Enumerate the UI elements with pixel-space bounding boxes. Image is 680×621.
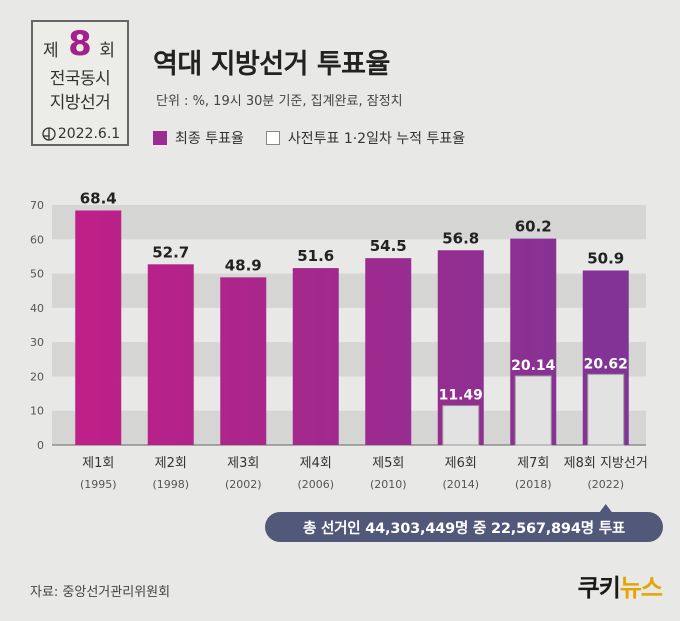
x-category-year: (2018) (515, 478, 552, 491)
logo-top-row: 제 8 회 (33, 24, 127, 64)
logo-suffix: 회 (99, 41, 115, 61)
x-category-year: (1995) (80, 478, 117, 491)
value-label-final: 50.9 (587, 249, 624, 267)
x-category-label: 제1회 (82, 456, 114, 471)
logo-prefix: 제 (43, 41, 59, 61)
bar-early-turnout (514, 375, 552, 446)
value-label-early: 20.62 (584, 356, 628, 372)
value-label-final: 56.8 (442, 229, 479, 247)
grid-band (52, 410, 646, 445)
x-category-label: 제2회 (155, 456, 187, 471)
value-label-final: 68.4 (80, 189, 117, 207)
total-voters-note: 총 선거인 44,303,449명 중 22,567,894명 투표 (265, 512, 663, 542)
grid-band (52, 342, 646, 377)
brand-part-1: 쿠키 (577, 574, 621, 602)
value-label-final: 60.2 (515, 218, 552, 236)
x-category-year: (2002) (225, 478, 262, 491)
y-tick-label: 60 (30, 233, 44, 246)
y-tick-label: 50 (30, 268, 44, 281)
value-label-final: 52.7 (152, 243, 189, 261)
legend-label-early: 사전투표 1·2일차 누적 투표율 (287, 131, 466, 147)
x-category-label: 제6회 (445, 456, 477, 471)
ballot-icon (42, 127, 56, 141)
bar-early-turnout (442, 405, 480, 446)
value-label-final: 48.9 (225, 256, 262, 274)
legend-swatch-final (153, 131, 167, 145)
brand-logo: 쿠키뉴스 (577, 568, 663, 603)
y-tick-label: 0 (37, 439, 44, 452)
x-category-year: (1998) (152, 478, 189, 491)
grid-band (52, 205, 646, 240)
x-category-label: 제8회 지방선거 (564, 456, 648, 471)
brand-part-2: 뉴스 (619, 574, 663, 602)
chart-title: 역대 지방선거 투표율 (153, 49, 390, 80)
value-label-early: 20.14 (511, 358, 556, 374)
x-category-year: (2006) (297, 478, 334, 491)
legend-swatch-early (265, 131, 280, 145)
value-label-final: 54.5 (370, 237, 407, 255)
bar-final-turnout (220, 277, 267, 445)
value-label-early: 11.49 (439, 388, 483, 404)
x-category-label: 제7회 (517, 456, 549, 471)
logo-date-row: 2022.6.1 (37, 126, 125, 142)
x-category-label: 제3회 (227, 456, 259, 471)
logo-line-3: 지방선거 (49, 93, 111, 113)
bar-final-turnout (147, 264, 194, 445)
legend-label-final: 최종 투표율 (175, 131, 244, 147)
logo-number: 8 (68, 24, 92, 64)
logo-line-2: 전국동시 (49, 69, 111, 89)
unit-note: 단위 : %, 19시 30분 기준, 집계완료, 잠정치 (156, 94, 403, 109)
y-tick-label: 40 (30, 302, 44, 315)
bar-final-turnout (75, 210, 122, 445)
logo-date: 2022.6.1 (57, 126, 121, 142)
election-logo: 제 8 회 전국동시 지방선거 2022.6.1 (31, 20, 129, 146)
source-note: 자료: 중앙선거관리위원회 (30, 585, 171, 600)
value-label-final: 51.6 (297, 247, 334, 265)
x-category-year: (2022) (587, 478, 624, 491)
grid-band (52, 273, 646, 308)
x-category-label: 제4회 (300, 456, 332, 471)
bar-final-turnout (365, 258, 412, 445)
y-tick-label: 30 (30, 336, 44, 349)
x-category-year: (2014) (442, 478, 479, 491)
y-tick-label: 70 (30, 199, 44, 212)
x-category-label: 제5회 (372, 456, 404, 471)
bar-early-turnout (587, 373, 625, 446)
y-tick-label: 20 (30, 370, 44, 383)
legend: 최종 투표율 사전투표 1·2일차 누적 투표율 (153, 128, 465, 148)
pill-pointer (599, 504, 612, 512)
bar-final-turnout (292, 268, 339, 445)
y-tick-label: 10 (30, 405, 44, 418)
x-category-year: (2010) (370, 478, 407, 491)
